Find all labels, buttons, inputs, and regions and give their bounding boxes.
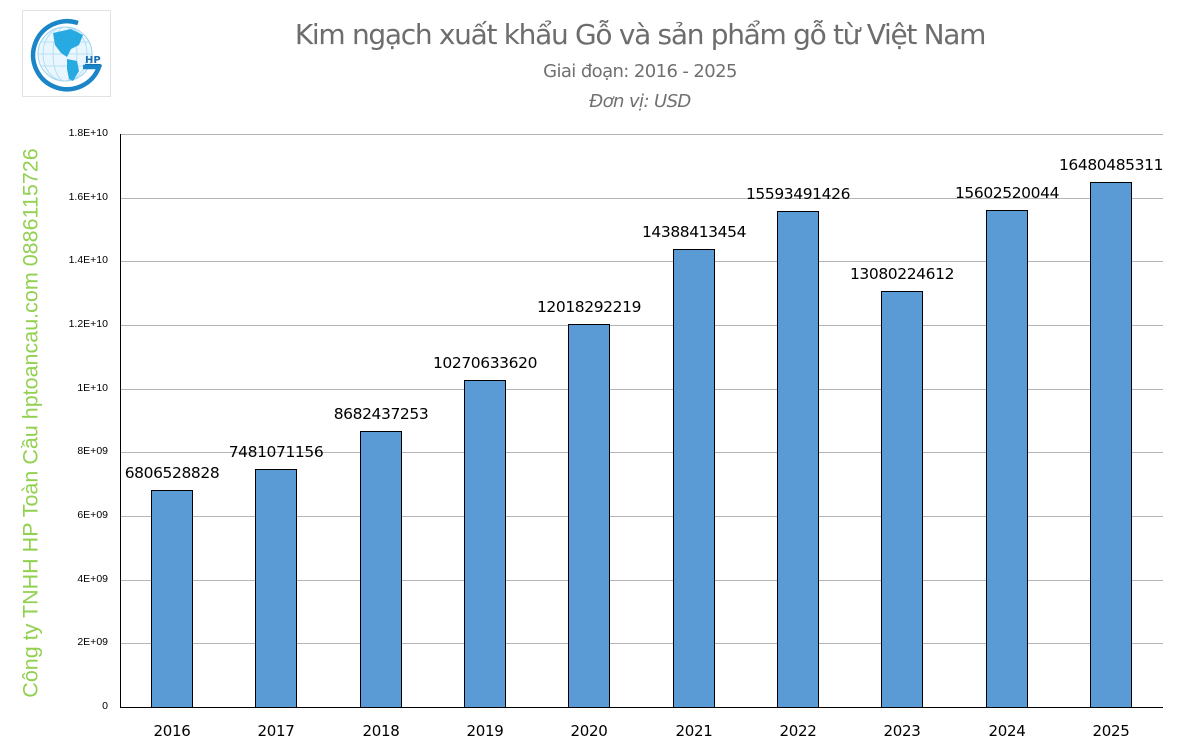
data-label: 15593491426 — [745, 185, 851, 203]
y-tick-label: 1.6E+10 — [68, 191, 108, 203]
data-label: 6806528828 — [124, 464, 220, 482]
gridline — [120, 198, 1163, 199]
y-tick-label: 1.4E+10 — [68, 254, 108, 266]
data-label: 13080224612 — [849, 265, 955, 283]
gridline — [120, 261, 1163, 262]
x-axis-line — [120, 707, 1163, 708]
bar-2022 — [777, 211, 819, 708]
gridline — [120, 452, 1163, 453]
x-tick-label: 2022 — [779, 722, 817, 740]
data-label: 10270633620 — [432, 354, 538, 372]
x-tick-label: 2018 — [362, 722, 400, 740]
chart-subtitle: Giai đoạn: 2016 - 2025 — [543, 61, 737, 82]
x-tick-label: 2016 — [153, 722, 191, 740]
bar-2016 — [151, 490, 193, 708]
bar-2024 — [986, 210, 1028, 708]
x-tick-label: 2023 — [883, 722, 921, 740]
y-tick-label: 1.8E+10 — [68, 127, 108, 139]
data-label: 15602520044 — [954, 184, 1060, 202]
gridline — [120, 643, 1163, 644]
bar-2019 — [464, 380, 506, 708]
gridline — [120, 389, 1163, 390]
bar-2023 — [881, 291, 923, 708]
y-tick-label: 6E+09 — [77, 509, 108, 521]
x-tick-label: 2021 — [675, 722, 713, 740]
gridline — [120, 516, 1163, 517]
y-tick-label: 4E+09 — [77, 573, 108, 585]
y-tick-label: 1E+10 — [77, 382, 108, 394]
gridline — [120, 134, 1163, 135]
x-tick-label: 2019 — [466, 722, 504, 740]
y-axis-line — [120, 134, 121, 708]
x-tick-label: 2020 — [570, 722, 608, 740]
globe-hp-logo-icon: HP — [30, 18, 103, 92]
y-tick-label: 1.2E+10 — [68, 318, 108, 330]
gridline — [120, 325, 1163, 326]
data-label: 7481071156 — [228, 443, 324, 461]
x-tick-label: 2017 — [257, 722, 295, 740]
bar-2017 — [255, 469, 297, 708]
x-tick-label: 2024 — [988, 722, 1026, 740]
x-tick-label: 2025 — [1092, 722, 1130, 740]
bar-2021 — [673, 249, 715, 708]
chart-unit: Đơn vị: USD — [589, 91, 691, 112]
data-label: 12018292219 — [536, 298, 642, 316]
logo-text: HP — [85, 55, 101, 66]
logo: HP — [22, 10, 111, 97]
y-tick-label: 2E+09 — [77, 636, 108, 648]
data-label: 8682437253 — [333, 405, 429, 423]
gridline — [120, 580, 1163, 581]
bar-2025 — [1090, 182, 1132, 708]
data-label: 16480485311 — [1058, 156, 1164, 174]
bar-2020 — [568, 324, 610, 708]
bar-2018 — [360, 431, 402, 708]
chart-title: Kim ngạch xuất khẩu Gỗ và sản phẩm gỗ từ… — [294, 18, 987, 51]
y-tick-label: 0 — [102, 700, 108, 712]
data-label: 14388413454 — [641, 223, 747, 241]
y-tick-label: 8E+09 — [77, 445, 108, 457]
